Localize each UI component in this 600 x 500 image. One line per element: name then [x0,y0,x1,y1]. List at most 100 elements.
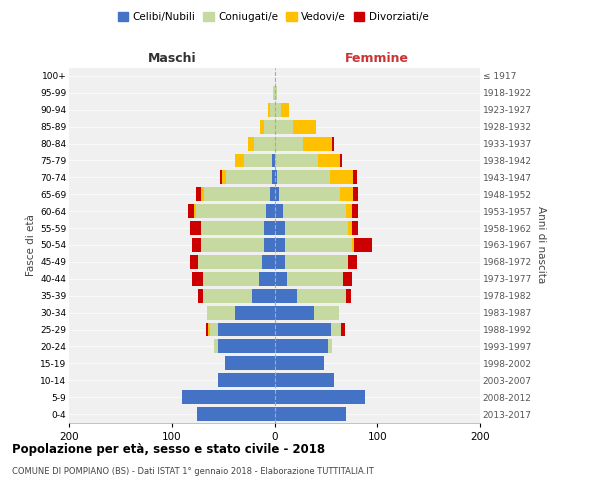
Bar [264,238,275,252]
Bar [259,272,275,285]
Bar [275,289,297,302]
Bar [271,188,275,201]
Bar [317,154,340,168]
Bar [283,204,346,218]
Bar [200,238,264,252]
Bar [352,221,358,235]
Bar [275,86,277,100]
Legend: Celibi/Nubili, Coniugati/e, Vedovi/e, Divorziati/e: Celibi/Nubili, Coniugati/e, Vedovi/e, Di… [113,8,433,26]
Bar [328,340,332,353]
Bar [340,188,353,201]
Bar [275,340,328,353]
Bar [199,289,203,302]
Bar [274,86,275,100]
Bar [275,272,287,285]
Bar [225,356,275,370]
Bar [200,221,264,235]
Bar [332,136,334,150]
Bar [275,390,365,404]
Bar [275,103,281,117]
Bar [275,188,278,201]
Bar [275,306,314,320]
Bar [353,170,357,184]
Bar [222,170,226,184]
Bar [340,154,343,168]
Bar [285,238,352,252]
Bar [281,103,289,117]
Bar [275,154,317,168]
Bar [275,238,285,252]
Bar [194,204,196,218]
Bar [297,289,346,302]
Bar [349,255,357,269]
Bar [203,272,259,285]
Bar [275,322,331,336]
Bar [218,340,275,353]
Bar [196,188,200,201]
Bar [214,340,218,353]
Text: Popolazione per età, sesso e stato civile - 2018: Popolazione per età, sesso e stato civil… [12,442,325,456]
Bar [190,255,199,269]
Bar [203,188,271,201]
Text: Maschi: Maschi [148,52,196,65]
Bar [293,120,316,134]
Bar [235,154,244,168]
Bar [199,255,262,269]
Bar [248,136,254,150]
Bar [275,255,285,269]
Bar [264,221,275,235]
Bar [287,272,343,285]
Bar [220,170,222,184]
Bar [182,390,275,404]
Bar [190,221,200,235]
Bar [200,188,203,201]
Bar [208,322,210,336]
Bar [275,356,324,370]
Bar [277,170,330,184]
Bar [314,306,339,320]
Bar [260,120,264,134]
Bar [254,136,275,150]
Bar [226,170,272,184]
Y-axis label: Fasce di età: Fasce di età [26,214,36,276]
Bar [252,289,275,302]
Bar [192,272,203,285]
Bar [203,289,252,302]
Bar [188,204,194,218]
Bar [197,407,275,421]
Bar [275,221,285,235]
Bar [196,204,266,218]
Bar [352,204,358,218]
Bar [206,322,208,336]
Bar [285,221,349,235]
Bar [244,154,272,168]
Bar [266,204,275,218]
Bar [272,170,275,184]
Bar [206,306,235,320]
Bar [285,255,349,269]
Bar [275,407,346,421]
Bar [353,188,358,201]
Bar [331,322,341,336]
Bar [218,322,275,336]
Y-axis label: Anni di nascita: Anni di nascita [536,206,546,284]
Bar [349,221,352,235]
Bar [218,374,275,387]
Bar [353,238,372,252]
Bar [272,154,275,168]
Bar [268,103,271,117]
Bar [278,188,340,201]
Bar [275,120,293,134]
Bar [275,374,334,387]
Bar [275,136,303,150]
Bar [346,204,352,218]
Bar [330,170,353,184]
Text: COMUNE DI POMPIANO (BS) - Dati ISTAT 1° gennaio 2018 - Elaborazione TUTTITALIA.I: COMUNE DI POMPIANO (BS) - Dati ISTAT 1° … [12,468,374,476]
Bar [210,322,218,336]
Bar [264,120,275,134]
Bar [235,306,275,320]
Bar [262,255,275,269]
Bar [346,289,350,302]
Bar [275,170,277,184]
Text: Femmine: Femmine [345,52,409,65]
